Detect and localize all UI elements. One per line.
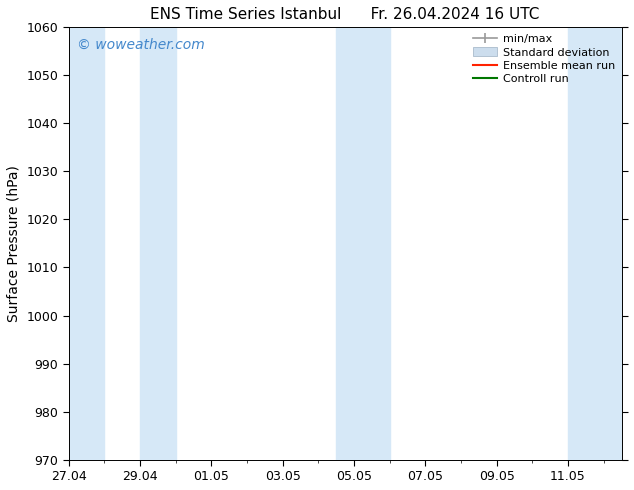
Text: © woweather.com: © woweather.com bbox=[77, 38, 205, 52]
Bar bbox=[140, 27, 176, 460]
Y-axis label: Surface Pressure (hPa): Surface Pressure (hPa) bbox=[7, 165, 21, 322]
Bar bbox=[568, 27, 621, 460]
Bar bbox=[336, 27, 390, 460]
Bar bbox=[69, 27, 105, 460]
Legend: min/max, Standard deviation, Ensemble mean run, Controll run: min/max, Standard deviation, Ensemble me… bbox=[469, 30, 618, 87]
Title: ENS Time Series Istanbul      Fr. 26.04.2024 16 UTC: ENS Time Series Istanbul Fr. 26.04.2024 … bbox=[150, 7, 540, 22]
